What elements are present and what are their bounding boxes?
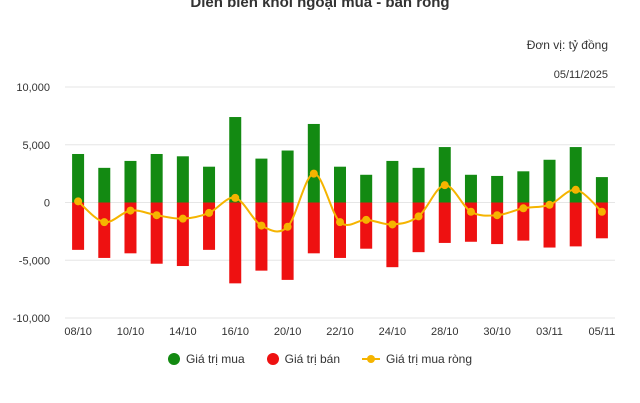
net-point [336,218,344,227]
legend-swatch-net [362,353,380,365]
bar-sell [98,202,111,258]
bar-buy [307,123,320,203]
legend-label-sell: Giá trị bán [284,352,340,366]
bar-sell [543,202,556,248]
bar-buy [72,153,85,203]
net-point [126,206,135,215]
bar-buy [229,117,242,203]
bar-buy [569,147,582,203]
net-point [414,212,423,221]
y-tick-label: 5,000 [22,140,50,152]
net-point [74,197,83,206]
bar-buy [491,175,504,203]
x-tick-label: 08/10 [64,326,92,338]
net-point [493,211,502,220]
bar-sell [386,202,399,268]
legend-label-buy: Giá trị mua [185,352,245,366]
bar-buy [595,177,608,203]
net-point [388,220,397,229]
bar-buy [543,159,556,203]
net-point [205,208,214,217]
net-point [283,222,292,231]
bar-sell [307,202,320,254]
net-point [597,207,606,216]
net-point [571,185,580,194]
bar-buy [255,158,268,203]
bar-buy [176,156,189,203]
bar-sell [360,202,373,249]
net-point [545,200,554,209]
legend: Giá trị mua Giá trị bán Giá trị mua ròng [0,352,640,366]
bar-sell [412,202,425,253]
net-point [362,215,371,224]
date-label: 05/11/2025 [553,69,608,81]
x-tick-label: 03/11 [536,326,563,338]
net-point [519,204,528,213]
bar-sell [124,202,137,254]
bar-sell [438,202,451,243]
bar-buy [412,167,425,203]
net-point [440,181,449,190]
x-tick-label: 20/10 [274,326,302,338]
x-tick-label: 22/10 [326,326,354,338]
x-tick-label: 05/11 [589,326,616,338]
bar-sell [72,202,85,250]
bar-buy [360,174,373,203]
net-point [309,169,318,178]
y-tick-label: -10,000 [13,313,50,325]
bar-sell [334,202,346,258]
bar-buy [334,166,346,203]
bar-buy [464,174,477,203]
net-point [231,193,240,202]
bar-buy [281,150,294,203]
bar-buy [386,160,399,203]
x-tick-label: 16/10 [221,326,249,338]
x-tick-label: 24/10 [379,326,407,338]
bar-sell [229,202,242,284]
legend-item-buy[interactable]: Giá trị mua [167,352,245,366]
y-tick-label: 10,000 [16,82,50,94]
net-point [466,207,475,216]
bar-sell [176,202,189,267]
bar-buy [150,153,163,203]
net-point [178,214,187,223]
x-tick-label: 28/10 [431,326,459,338]
legend-item-net[interactable]: Giá trị mua ròng [362,352,472,366]
unit-label: Đơn vị: tỷ đồng [526,38,608,52]
y-tick-label: 0 [44,198,50,210]
net-point [152,211,161,220]
bar-buy [98,167,111,203]
net-point [100,218,109,227]
chart-title: Diễn biến khối ngoại mua - bán ròng [190,0,450,11]
bar-sell [569,202,582,247]
x-tick-label: 10/10 [117,326,145,338]
bar-buy [517,171,530,203]
bar-sell [491,202,504,245]
bar-sell [255,202,268,271]
legend-label-net: Giá trị mua ròng [386,352,473,366]
y-tick-label: -5,000 [19,255,50,267]
bar-buy [438,147,451,203]
x-tick-label: 14/10 [169,326,197,338]
legend-item-sell[interactable]: Giá trị bán [266,352,340,366]
bar-sell [281,202,294,280]
bar-buy [203,166,216,203]
net-point [257,221,266,230]
bar-sell [517,202,530,241]
x-tick-label: 30/10 [483,326,511,338]
legend-swatch-buy [167,353,180,365]
legend-swatch-sell [266,353,279,365]
bar-buy [124,160,137,203]
